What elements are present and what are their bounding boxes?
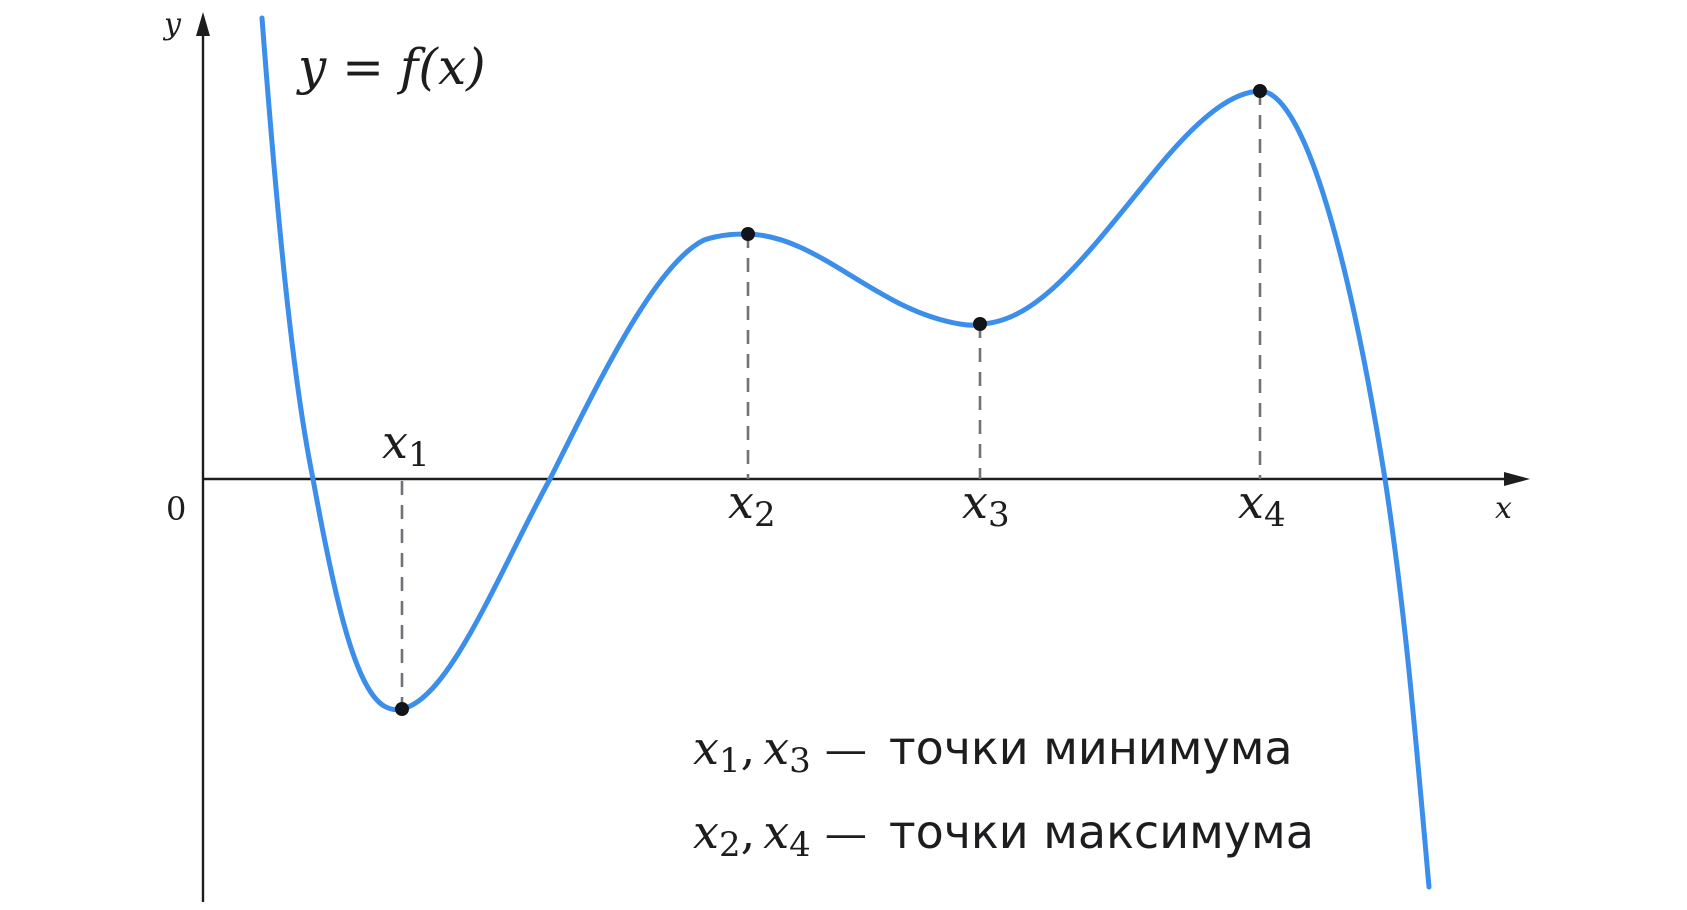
y-axis-label: y (162, 7, 182, 42)
function-label: y = f(x) (296, 38, 486, 96)
point-label-x1: x1 (382, 415, 430, 475)
extremum-point-x1 (395, 702, 409, 716)
extremum-point-x3 (973, 317, 987, 331)
x-axis-label: x (1495, 491, 1512, 526)
guide-lines (400, 91, 1262, 709)
function-curve (259, 15, 1432, 890)
origin-label: 0 (166, 490, 186, 528)
point-label-x2: x2 (728, 475, 776, 535)
x-axis-arrow-icon (1504, 472, 1530, 486)
extremum-point-x2 (741, 227, 755, 241)
legend-maximum: x2, x4— точки максимума (693, 805, 1314, 865)
y-axis-arrow-icon (196, 12, 210, 36)
legend-minimum: x1, x3— точки минимума (693, 721, 1293, 781)
point-label-x4: x4 (1238, 475, 1286, 535)
extremum-point-x4 (1253, 84, 1267, 98)
point-label-x3: x3 (962, 475, 1010, 535)
